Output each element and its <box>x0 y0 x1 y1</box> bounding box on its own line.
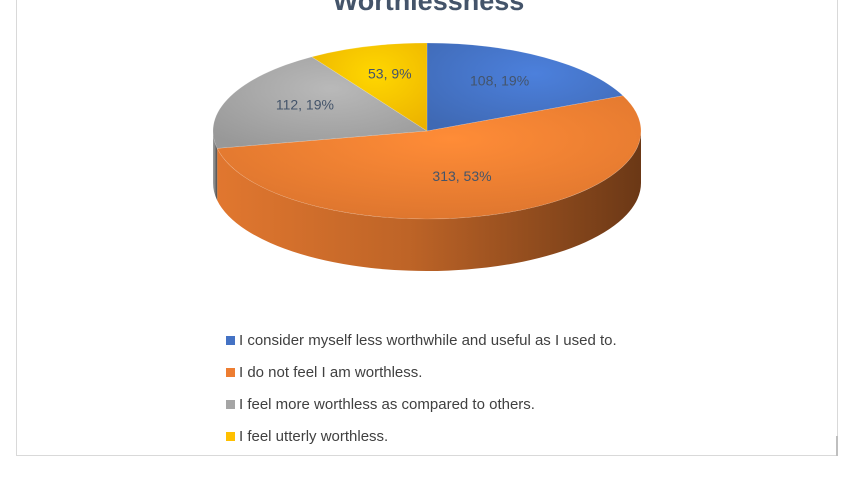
legend: I consider myself less worthwhile and us… <box>226 324 766 452</box>
pie-data-label-2: 112, 19% <box>276 97 334 113</box>
pie-data-label-1: 313, 53% <box>432 168 491 184</box>
pie-slice-1[interactable] <box>216 95 642 220</box>
legend-item-more-worthless[interactable]: I feel more worthless as compared to oth… <box>226 388 766 420</box>
pie-slices <box>212 42 642 220</box>
pie-side-2 <box>213 131 218 201</box>
pie-slice-3[interactable] <box>311 42 428 132</box>
pie-data-labels: 108, 19% 313, 53% 112, 19% 53, 9% <box>276 66 529 184</box>
pie-slice-2[interactable] <box>212 56 428 149</box>
legend-swatch <box>226 431 235 441</box>
pie-data-label-0: 108, 19% <box>470 72 529 88</box>
legend-swatch <box>226 367 235 377</box>
pie-data-label-3: 53, 9% <box>368 66 412 82</box>
resize-handle <box>836 436 838 456</box>
legend-item-less-worthwhile[interactable]: I consider myself less worthwhile and us… <box>226 324 766 356</box>
pie-slice-0[interactable] <box>426 42 624 132</box>
legend-item-not-worthless[interactable]: I do not feel I am worthless. <box>226 356 766 388</box>
legend-label: I feel more worthless as compared to oth… <box>239 395 535 413</box>
chart-title: Worthlessness <box>332 0 525 16</box>
pie-depth <box>213 131 642 271</box>
legend-item-utterly-worthless[interactable]: I feel utterly worthless. <box>226 420 766 452</box>
pie-side-1 <box>217 131 642 271</box>
legend-swatch <box>226 335 235 345</box>
legend-label: I do not feel I am worthless. <box>239 363 423 381</box>
legend-swatch <box>226 399 235 409</box>
legend-label: I feel utterly worthless. <box>239 427 389 445</box>
legend-label: I consider myself less worthwhile and us… <box>239 331 617 349</box>
